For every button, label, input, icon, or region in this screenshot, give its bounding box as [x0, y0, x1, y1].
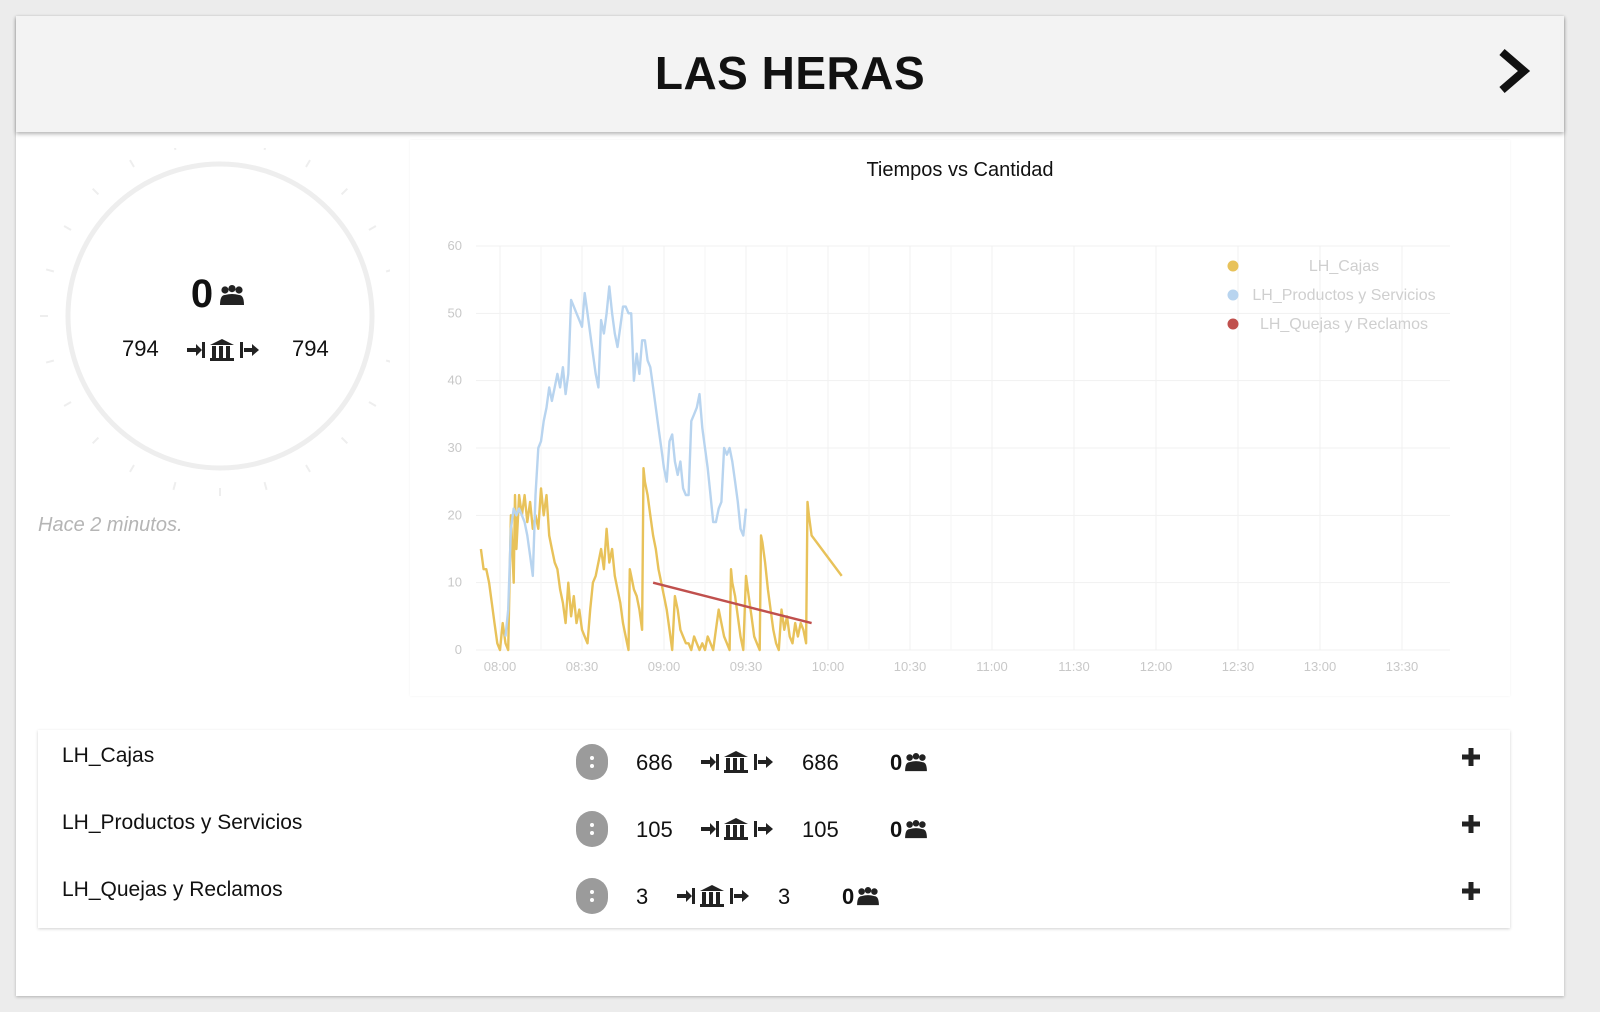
gauge-tick	[263, 481, 268, 491]
queue-entered: 105	[636, 817, 673, 842]
legend-marker	[1227, 260, 1239, 272]
x-tick-label: 08:30	[566, 659, 599, 674]
gauge-dial	[40, 136, 400, 496]
queue-menu-button[interactable]	[576, 744, 608, 780]
queue-waiting-value: 0	[842, 884, 855, 909]
x-tick-label: 08:00	[484, 659, 517, 674]
gauge-tick	[172, 141, 177, 151]
y-tick-label: 30	[448, 440, 462, 455]
y-tick-label: 10	[448, 575, 462, 590]
x-tick-label: 09:30	[730, 659, 763, 674]
bank-flow-icon	[701, 818, 773, 840]
exited-total: 794	[292, 336, 329, 361]
queue-entered: 3	[636, 884, 649, 909]
people-icon	[220, 285, 245, 306]
x-tick-label: 10:00	[812, 659, 845, 674]
gauge-tick	[129, 159, 135, 168]
waiting-gauge: 0 794 794	[30, 136, 400, 508]
series-line	[504, 285, 748, 637]
legend-marker	[1227, 318, 1239, 330]
chart-grid: 0 10 20 30 40 50 60 08:00 08:30 09:00 09:30 10:00 10…	[448, 238, 1450, 674]
queue-waiting: 0	[890, 750, 928, 776]
chevron-right-icon[interactable]	[1494, 46, 1538, 96]
queue-name: LH_Quejas y Reclamos	[62, 878, 283, 901]
gauge-tick	[368, 225, 377, 231]
x-tick-label: 13:30	[1386, 659, 1419, 674]
chart-title: Tiempos vs Cantidad	[866, 159, 1053, 181]
expand-plus-icon[interactable]	[1460, 813, 1482, 835]
queue-exited: 3	[778, 884, 791, 909]
gauge-tick	[305, 159, 311, 168]
queue-waiting: 0	[842, 884, 880, 910]
bank-flow-icon	[677, 885, 749, 907]
entered-total: 794	[122, 336, 159, 361]
expand-plus-icon[interactable]	[1460, 880, 1482, 902]
gauge-tick	[305, 464, 311, 473]
x-tick-label: 12:00	[1140, 659, 1173, 674]
queue-row: LH_Productos y Servicios 105 105 0	[38, 797, 1510, 861]
x-tick-label: 13:00	[1304, 659, 1337, 674]
y-tick-label: 50	[448, 305, 462, 320]
x-tick-label: 09:00	[648, 659, 681, 674]
waiting-value: 0	[190, 272, 214, 316]
times-vs-quantity-chart: Tiempos vs Cantidad 0 10 20 30 40 50 60 08:00 08…	[410, 140, 1510, 696]
gauge-tick	[45, 359, 55, 364]
y-tick-label: 0	[455, 642, 462, 657]
gauge-tick	[63, 225, 72, 231]
queue-row: LH_Quejas y Reclamos 3 3 0	[38, 864, 1510, 928]
queue-waiting-value: 0	[890, 817, 903, 842]
queue-waiting: 0	[890, 817, 928, 843]
queue-menu-button[interactable]	[576, 811, 608, 847]
legend-label: LH_Quejas y Reclamos	[1260, 316, 1428, 333]
gauge-tick	[172, 481, 177, 491]
gauge-tick	[340, 188, 348, 196]
gauge-flow-row: 794 794	[30, 336, 390, 366]
chart-legend: LH_Cajas LH_Productos y Servicios LH_Queja…	[1227, 258, 1436, 333]
branch-title: LAS HERAS	[654, 47, 926, 99]
queue-menu-button[interactable]	[576, 878, 608, 914]
y-tick-label: 40	[448, 373, 462, 388]
x-tick-label: 11:30	[1058, 659, 1090, 674]
queue-list: LH_Cajas 686 686 0 LH_Productos y Servic…	[38, 730, 1510, 928]
gauge-tick	[368, 401, 377, 407]
chart-series	[479, 285, 843, 652]
people-icon	[905, 753, 928, 772]
chart-canvas: Tiempos vs Cantidad 0 10 20 30 40 50 60 08:00 08…	[448, 159, 1450, 674]
gauge-tick	[92, 188, 100, 196]
x-tick-label: 11:00	[976, 659, 1008, 674]
queue-exited: 686	[802, 750, 839, 775]
bank-flow-icon	[701, 751, 773, 773]
legend-marker	[1227, 289, 1239, 301]
x-tick-label: 12:30	[1222, 659, 1255, 674]
people-icon	[905, 820, 928, 839]
people-icon	[857, 887, 880, 906]
y-tick-label: 20	[448, 507, 462, 522]
waiting-count: 0	[38, 272, 398, 317]
expand-plus-icon[interactable]	[1460, 746, 1482, 768]
y-tick-label: 60	[448, 238, 462, 253]
x-tick-label: 10:30	[894, 659, 927, 674]
legend-label: LH_Cajas	[1309, 258, 1379, 275]
queue-name: LH_Cajas	[62, 744, 155, 767]
gauge-tick	[263, 141, 268, 151]
gauge-tick	[340, 436, 348, 444]
gauge-tick	[129, 464, 135, 473]
series-line	[652, 581, 812, 625]
queue-name: LH_Productos y Servicios	[62, 811, 303, 834]
queue-row: LH_Cajas 686 686 0	[38, 730, 1510, 794]
queue-entered: 686	[636, 750, 673, 775]
gauge-tick	[92, 436, 100, 444]
branch-header: LAS HERAS	[16, 16, 1564, 132]
gauge-tick	[45, 268, 55, 273]
gauge-tick	[63, 401, 72, 407]
legend-label: LH_Productos y Servicios	[1252, 287, 1435, 304]
series-line	[479, 467, 843, 652]
bank-flow-icon	[187, 339, 259, 361]
last-update-text: Hace 2 minutos.	[38, 514, 183, 536]
queue-exited: 105	[802, 817, 839, 842]
queue-waiting-value: 0	[890, 750, 903, 775]
